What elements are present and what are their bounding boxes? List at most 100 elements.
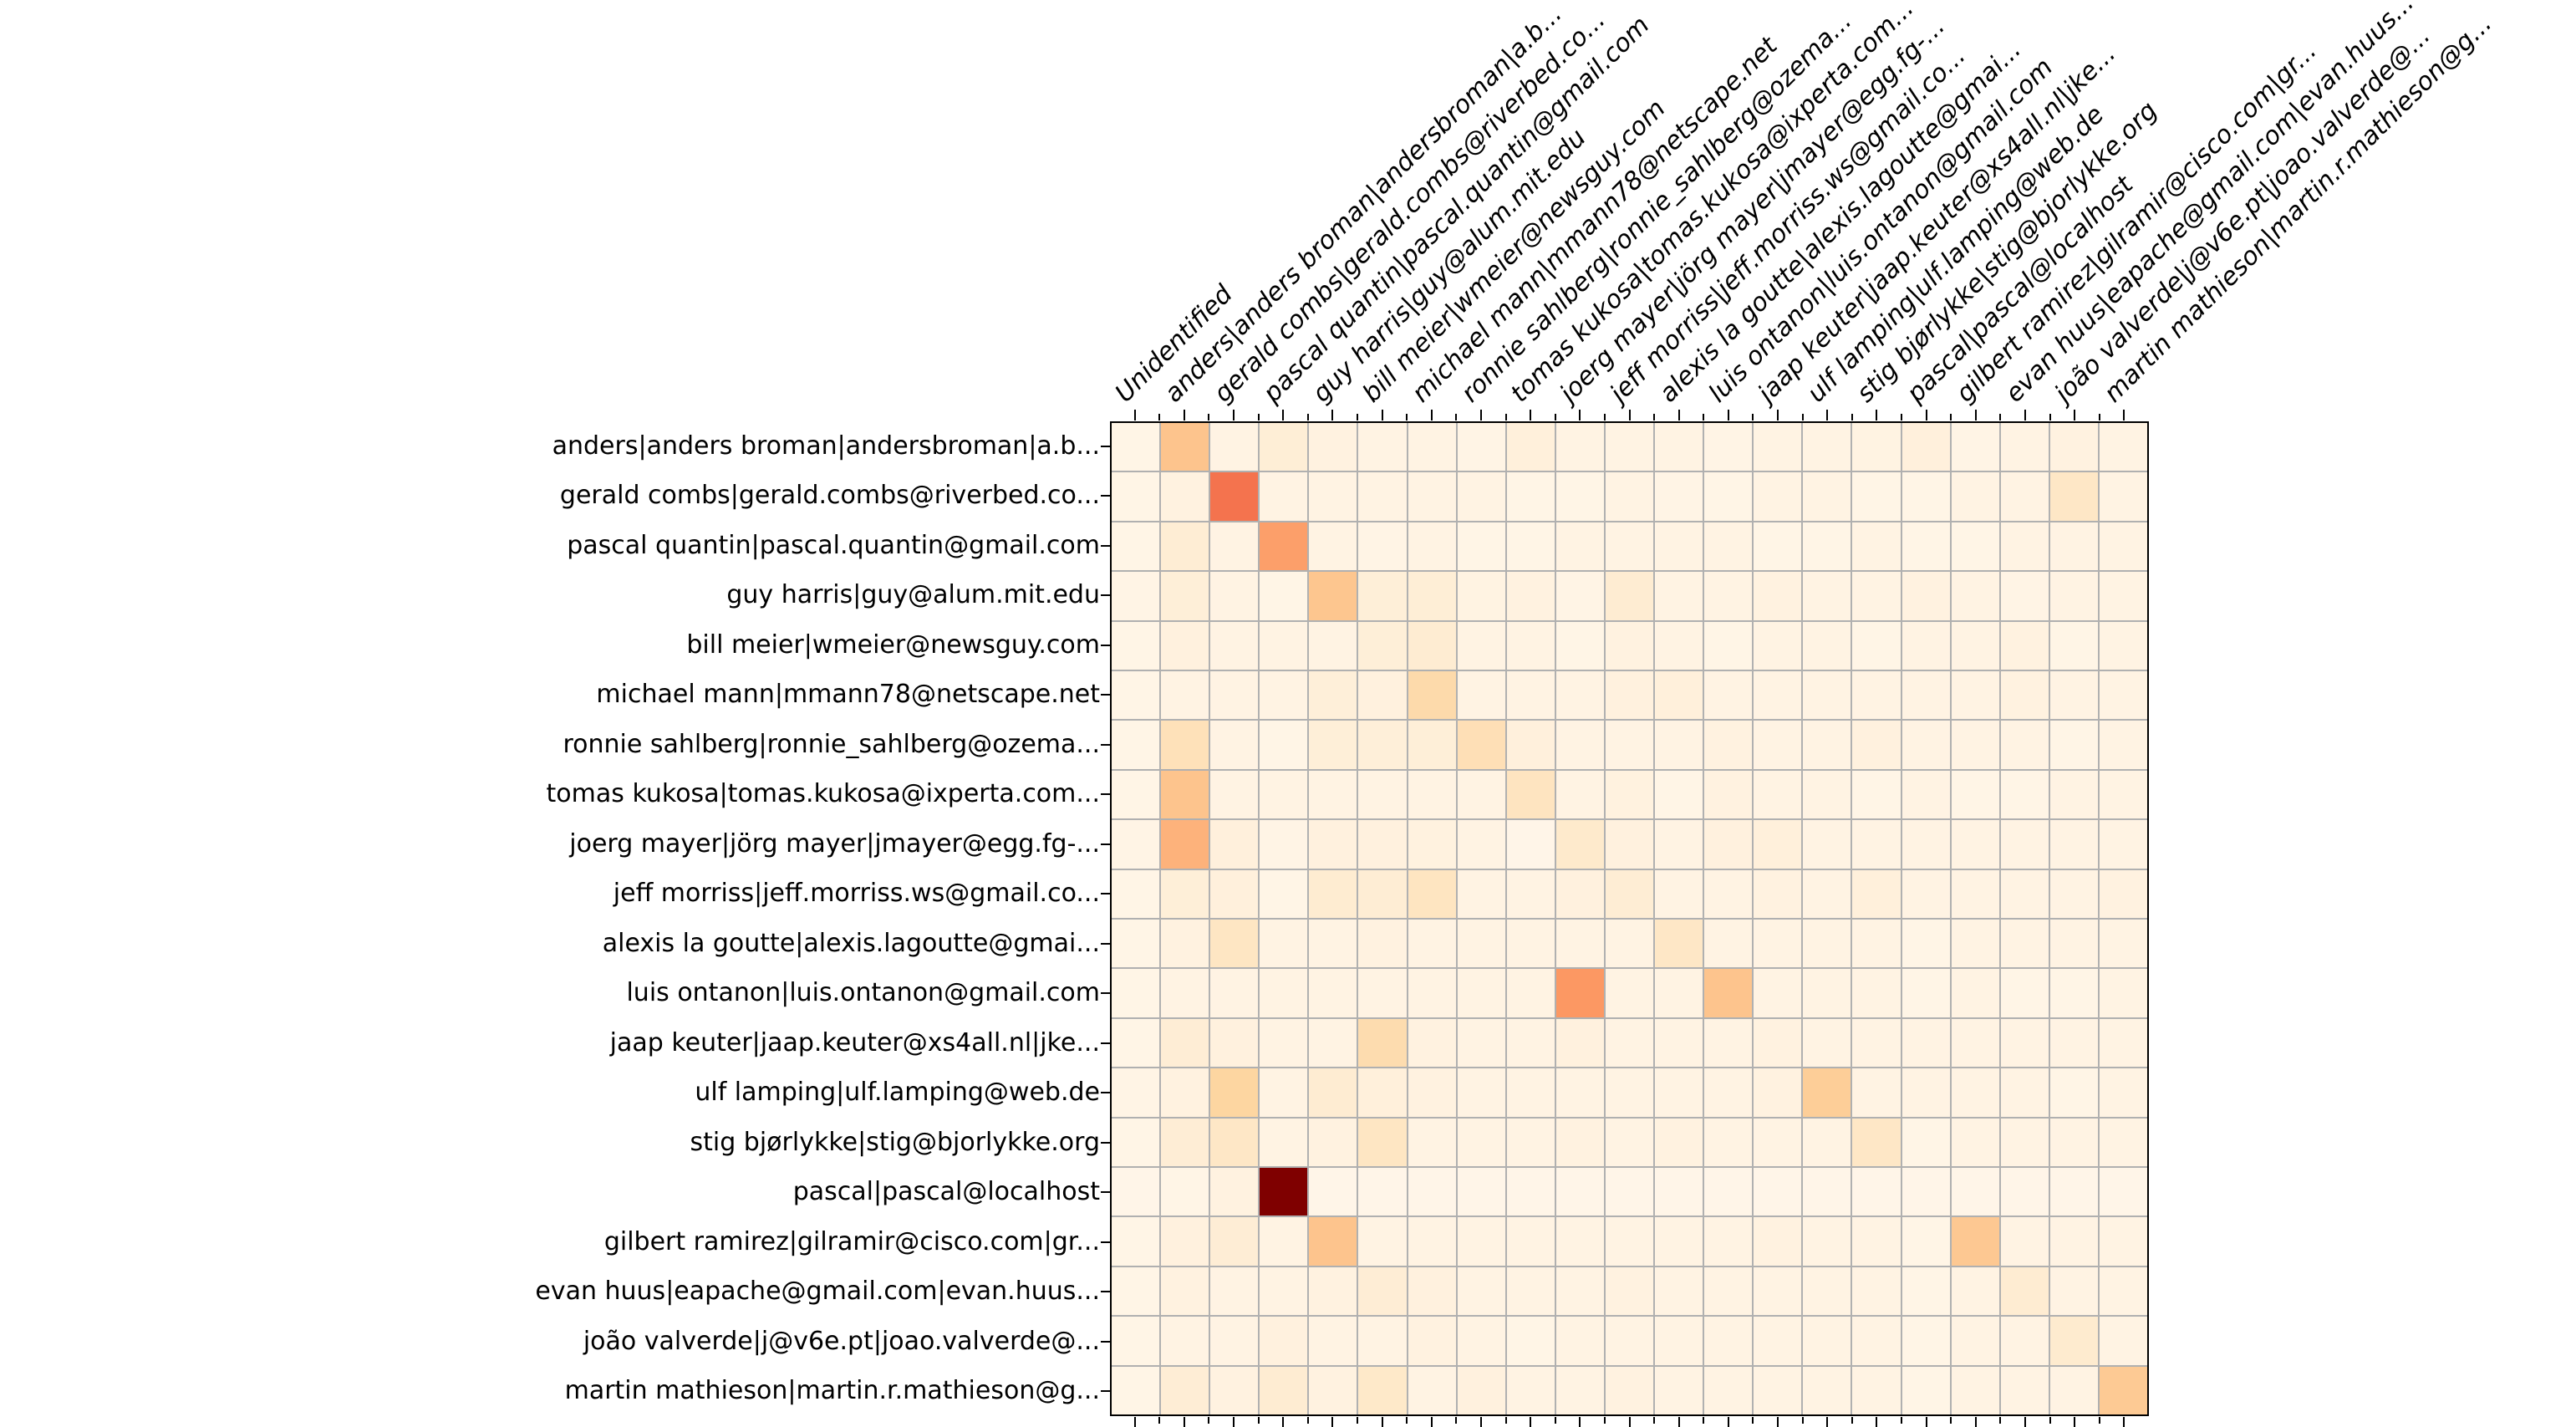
heatmap-cell xyxy=(1408,920,1456,968)
heatmap-cell xyxy=(1704,1168,1753,1216)
heatmap-cell xyxy=(2099,1317,2147,1365)
heatmap-cell xyxy=(1605,1266,1654,1316)
heatmap-cell xyxy=(1754,1068,1802,1117)
heatmap-cell xyxy=(1457,1168,1505,1216)
y-axis-tick xyxy=(1101,594,1110,597)
heatmap-cell xyxy=(1704,1018,1753,1068)
y-axis-tick xyxy=(1101,893,1110,895)
heatmap-cell xyxy=(1951,869,1999,918)
y-axis-tick xyxy=(1101,445,1110,447)
x-axis-tick-major xyxy=(1479,1417,1482,1427)
heatmap-cell xyxy=(1210,1118,1259,1166)
heatmap-cell xyxy=(1704,472,1753,521)
heatmap-cell xyxy=(1112,1068,1160,1117)
heatmap-cell xyxy=(2099,770,2147,819)
x-axis-tick-minor xyxy=(1455,1417,1458,1424)
heatmap-cell xyxy=(1803,969,1851,1017)
x-axis-tick-minor xyxy=(1356,414,1358,420)
heatmap-cell xyxy=(2000,1168,2049,1216)
heatmap-cell xyxy=(2049,820,2098,869)
heatmap-cell xyxy=(2099,721,2147,769)
heatmap-cell xyxy=(1506,1018,1555,1068)
heatmap-cell xyxy=(1260,1317,1308,1365)
x-axis-tick-major xyxy=(1282,410,1285,420)
heatmap-cell xyxy=(2049,1266,2098,1316)
heatmap-cell xyxy=(1210,869,1259,918)
x-axis-tick-minor xyxy=(2049,414,2051,420)
x-axis-tick-major xyxy=(1727,1417,1729,1427)
y-axis-tick xyxy=(1101,495,1110,497)
heatmap-cell xyxy=(1260,671,1308,720)
heatmap-cell xyxy=(1901,1366,1950,1414)
heatmap-cell xyxy=(1951,1366,1999,1414)
heatmap-cell xyxy=(2099,1018,2147,1068)
heatmap-cell xyxy=(1704,869,1753,918)
heatmap-cell xyxy=(1655,621,1703,670)
heatmap-cell xyxy=(1852,721,1901,769)
heatmap-cell xyxy=(1210,721,1259,769)
heatmap-cell xyxy=(1901,869,1950,918)
heatmap-cell xyxy=(1309,1217,1357,1266)
heatmap-cell xyxy=(1704,721,1753,769)
heatmap-cell xyxy=(1655,969,1703,1017)
heatmap-cell xyxy=(1951,770,1999,819)
heatmap-cell xyxy=(1754,770,1802,819)
x-axis-tick-major xyxy=(1777,1417,1779,1427)
x-axis-tick-major xyxy=(1579,1417,1581,1427)
heatmap-cell xyxy=(1555,671,1604,720)
row-label: martin mathieson|martin.r.mathieson@g... xyxy=(564,1376,1100,1406)
x-axis-tick-major xyxy=(1677,410,1680,420)
heatmap-cell xyxy=(2049,1018,2098,1068)
heatmap-cell xyxy=(1358,820,1407,869)
heatmap-cell xyxy=(1655,820,1703,869)
heatmap-cell xyxy=(1951,423,1999,471)
heatmap-cell xyxy=(1309,820,1357,869)
heatmap-cell xyxy=(1161,770,1209,819)
heatmap-cell xyxy=(1506,1118,1555,1166)
heatmap-cell xyxy=(1358,920,1407,968)
heatmap-cell xyxy=(1803,522,1851,571)
heatmap-cell xyxy=(1358,1068,1407,1117)
row-label: evan huus|eapache@gmail.com|evan.huus... xyxy=(535,1277,1100,1307)
heatmap-cell xyxy=(1210,920,1259,968)
heatmap-cell xyxy=(1506,423,1555,471)
heatmap-cell xyxy=(1901,770,1950,819)
heatmap-cell xyxy=(1555,1266,1604,1316)
heatmap-cell xyxy=(1112,1018,1160,1068)
x-axis-tick-minor xyxy=(1455,414,1458,420)
heatmap-cell xyxy=(1704,423,1753,471)
heatmap-cell xyxy=(1655,572,1703,620)
x-axis-tick-major xyxy=(2123,410,2125,420)
heatmap-cell xyxy=(1506,770,1555,819)
x-axis-tick-minor xyxy=(1504,414,1507,420)
heatmap-cell xyxy=(1803,1217,1851,1266)
heatmap-cell xyxy=(1704,1068,1753,1117)
heatmap-cell xyxy=(1260,1366,1308,1414)
heatmap-cell xyxy=(1754,423,1802,471)
row-label: stig bjørlykke|stig@bjorlykke.org xyxy=(690,1127,1100,1157)
heatmap-cell xyxy=(2049,1118,2098,1166)
heatmap-cell xyxy=(1704,1118,1753,1166)
heatmap-cell xyxy=(1260,572,1308,620)
heatmap-cell xyxy=(1901,472,1950,521)
heatmap-cell xyxy=(1704,572,1753,620)
heatmap-cell xyxy=(2099,472,2147,521)
x-axis-tick-major xyxy=(2024,410,2027,420)
heatmap-cell xyxy=(1951,621,1999,670)
heatmap-cell xyxy=(1754,472,1802,521)
heatmap-cell xyxy=(1704,671,1753,720)
heatmap-cell xyxy=(2099,522,2147,571)
x-axis-tick-minor xyxy=(2098,1417,2100,1424)
heatmap-cell xyxy=(1506,1317,1555,1365)
heatmap-cell xyxy=(1555,820,1604,869)
heatmap-cell xyxy=(1112,423,1160,471)
heatmap-cell xyxy=(1309,1018,1357,1068)
heatmap-cell xyxy=(1655,1168,1703,1216)
x-axis-tick-major xyxy=(1331,1417,1334,1427)
heatmap-cell xyxy=(1161,1068,1209,1117)
heatmap-cell xyxy=(1901,522,1950,571)
heatmap-cell xyxy=(1408,770,1456,819)
heatmap-cell xyxy=(1408,572,1456,620)
heatmap-cell xyxy=(1803,1366,1851,1414)
heatmap-cell xyxy=(1754,1366,1802,1414)
